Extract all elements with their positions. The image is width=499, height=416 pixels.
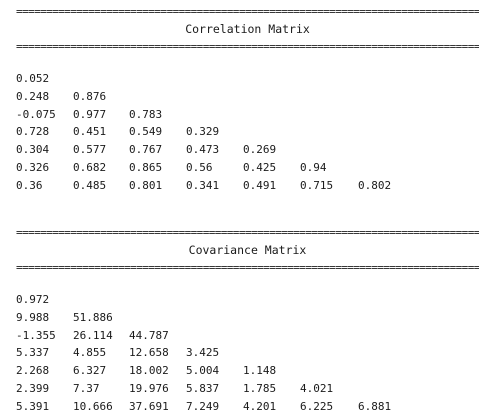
matrix-cell: 0.473: [186, 143, 220, 157]
matrix-cell: 1.148: [243, 364, 277, 378]
matrix-row: 2.399 7.37 19.976 5.837 1.785 4.021: [16, 380, 476, 398]
matrix-row: 0.052: [16, 70, 476, 88]
matrix-cell: 1.785: [243, 382, 277, 395]
matrix-cell: 0.304: [16, 143, 50, 157]
matrix-cell: 2.268: [16, 364, 50, 378]
matrix-cell: 0.977: [73, 107, 107, 121]
matrix-cell: 0.052: [16, 72, 50, 85]
matrix-cell: 0.715: [300, 178, 334, 192]
matrix-cell: 44.787: [129, 328, 169, 342]
matrix-cell: 0.972: [16, 293, 50, 306]
matrix-row: 0.248 0.876: [16, 88, 476, 106]
matrix-cell: 26.114: [73, 328, 113, 342]
matrix-cell: 0.682: [73, 161, 107, 174]
matrix-cell: 10.666: [73, 399, 113, 413]
matrix-cell: 7.249: [186, 399, 220, 413]
matrix-row: 0.36 0.485 0.801 0.341 0.491 0.715 0.802: [16, 177, 476, 195]
matrix-cell: 0.36: [16, 178, 43, 192]
matrix-cell: 5.837: [186, 382, 220, 395]
separator-line: ========================================…: [16, 226, 479, 239]
matrix-row: 0.326 0.682 0.865 0.56 0.425 0.94: [16, 159, 476, 177]
matrix-cell: 4.021: [300, 382, 334, 395]
matrix-cell: 0.485: [73, 178, 107, 192]
matrix-cell: 0.326: [16, 161, 50, 174]
matrix-cell: 2.399: [16, 382, 50, 395]
separator-line: ========================================…: [16, 5, 479, 18]
matrix-cell: 6.225: [300, 399, 334, 413]
matrix-cell: 4.855: [73, 346, 107, 360]
matrix-cell: 0.491: [243, 178, 277, 192]
matrix-row: 5.391 10.666 37.691 7.249 4.201 6.225 6.881: [16, 398, 476, 416]
matrix-row: 0.972: [16, 291, 476, 309]
matrix-cell: 0.876: [73, 89, 107, 103]
matrix-cell: 0.341: [186, 178, 220, 192]
matrix-row: -1.355 26.114 44.787: [16, 327, 476, 345]
matrix-cell: 18.002: [129, 364, 169, 378]
matrix-cell: 0.329: [186, 125, 220, 139]
matrix-cell: 0.549: [129, 125, 163, 139]
matrix-cell: 5.391: [16, 399, 50, 413]
matrix-cell: 0.802: [358, 178, 392, 192]
matrix-row: 5.337 4.855 12.658 3.425: [16, 344, 476, 362]
matrix-cell: 7.37: [73, 382, 100, 395]
matrix-row: 0.728 0.451 0.549 0.329: [16, 123, 476, 141]
matrix-cell: 4.201: [243, 399, 277, 413]
matrix-cell: -1.355: [16, 328, 56, 342]
matrix-cell: 0.801: [129, 178, 163, 192]
matrix-cell: 0.767: [129, 143, 163, 157]
matrix-cell: 6.881: [358, 399, 392, 413]
matrix-row: 0.304 0.577 0.767 0.473 0.269: [16, 141, 476, 159]
matrix-cell: 0.56: [186, 161, 213, 174]
matrix-cell: 0.269: [243, 143, 277, 157]
matrix-row: 9.988 51.886: [16, 309, 476, 327]
matrix-cell: 37.691: [129, 399, 169, 413]
matrix-cell: 5.004: [186, 364, 220, 378]
matrix-cell: 5.337: [16, 346, 50, 360]
matrix-cell: 0.577: [73, 143, 107, 157]
matrix-cell: 0.425: [243, 161, 277, 174]
matrix-cell: 0.248: [16, 89, 50, 103]
matrix-cell: 0.94: [300, 161, 327, 174]
matrix-cell: 51.886: [73, 310, 113, 324]
matrix-cell: 0.728: [16, 125, 50, 139]
matrix-cell: 6.327: [73, 364, 107, 378]
matrix-cell: 3.425: [186, 346, 220, 360]
matrix-cell: 19.976: [129, 382, 169, 395]
matrix-cell: 12.658: [129, 346, 169, 360]
matrix-cell: 9.988: [16, 310, 50, 324]
matrix-row: 2.268 6.327 18.002 5.004 1.148: [16, 362, 476, 380]
matrix-cell: 0.783: [129, 107, 163, 121]
matrix-cell: 0.451: [73, 125, 107, 139]
separator-line: ========================================…: [16, 40, 479, 53]
section-title-covariance: Covariance Matrix: [188, 243, 307, 257]
section-title-correlation: Correlation Matrix: [185, 22, 310, 36]
matrix-cell: 0.865: [129, 161, 163, 174]
matrix-row: -0.075 0.977 0.783: [16, 106, 476, 124]
separator-line: ========================================…: [16, 261, 479, 274]
matrix-cell: -0.075: [16, 107, 56, 121]
